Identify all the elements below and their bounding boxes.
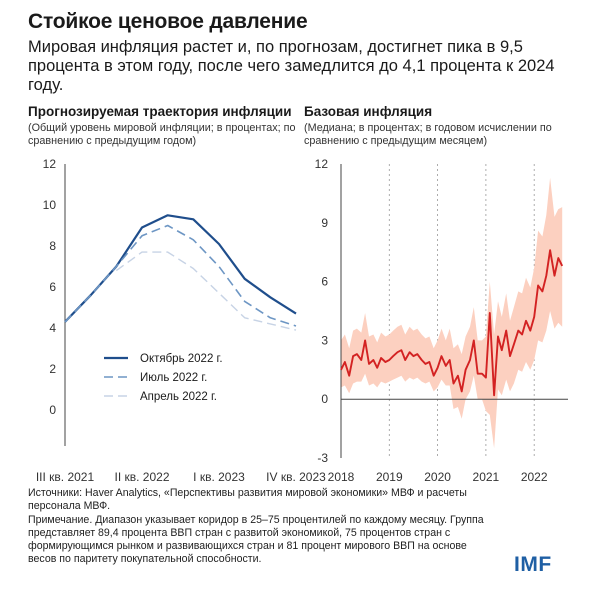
imf-logo: IMF [514,553,552,576]
page-title: Стойкое ценовое давление [28,10,308,33]
page-subtitle: Мировая инфляция растет и, по прогнозам,… [28,38,555,94]
y-tick-label: 6 [321,275,328,289]
y-tick-label: 9 [321,216,328,230]
left-chart-title: Прогнозируемая траектория инфляции [28,104,292,119]
legend-label: Апрель 2022 г. [140,391,217,403]
x-tick-label: II кв. 2022 [115,470,170,484]
y-tick-label: 12 [43,157,57,171]
y-tick-label: 8 [49,239,56,253]
methodology-note: Примечание. Диапазон указывает коридор в… [28,513,484,566]
legend-label: Июль 2022 г. [140,372,207,384]
x-tick-label: 2022 [521,470,548,484]
sources-note: Источники: Haver Analytics, «Перспективы… [28,487,467,513]
y-tick-label: -3 [317,451,328,465]
y-tick-label: 4 [49,321,56,335]
x-tick-label: 2021 [473,470,500,484]
y-tick-label: 6 [49,280,56,294]
legend-label: Октябрь 2022 г. [140,353,223,365]
legend: Октябрь 2022 г. Июль 2022 г. Апрель 2022 г… [104,353,223,403]
right-chart-subtitle: (Медиана; в процентах; в годовом исчисле… [304,122,552,147]
y-tick-label: 2 [49,362,56,376]
median-line [340,249,564,397]
series-line-2 [64,224,297,327]
x-tick-label: 2020 [424,470,451,484]
x-tick-label: I кв. 2023 [193,470,245,484]
chart-notes: Источники: Haver Analytics, «Перспективы… [28,487,488,567]
right-chart-title: Базовая инфляция [304,104,433,119]
y-tick-label: 0 [321,392,328,406]
x-tick-label: IV кв. 2023 [266,470,326,484]
y-tick-label: 0 [49,403,56,417]
x-tick-label: 2019 [376,470,403,484]
y-tick-label: 12 [315,157,329,171]
x-tick-label: 2018 [328,470,355,484]
y-tick-label: 3 [321,333,328,347]
series-line-3 [115,251,297,331]
left-chart-subtitle: (Общий уровень мировой инфляции; в проце… [28,122,296,147]
percentile-band [341,177,563,449]
y-tick-label: 10 [43,198,57,212]
x-tick-label: III кв. 2021 [36,470,95,484]
